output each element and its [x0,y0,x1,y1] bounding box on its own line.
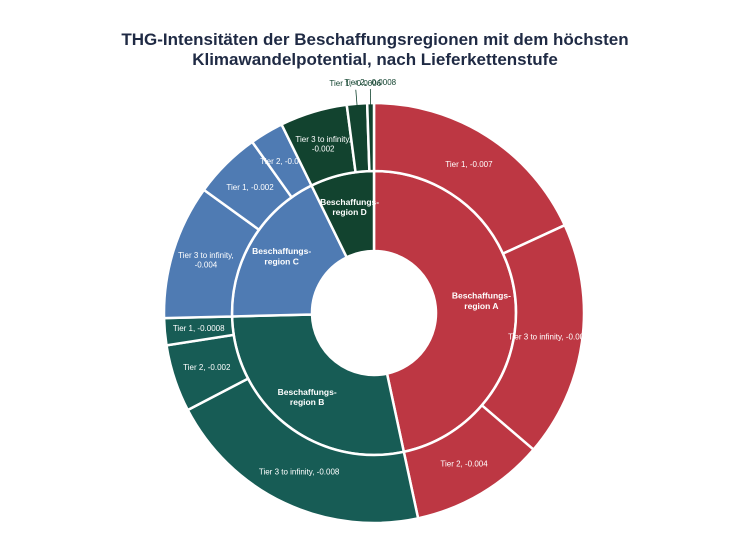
outer-label-region-d-tier-1-leader [355,89,358,108]
outer-label-region-b-tier-1: Tier 1, -0.0008 [173,324,225,333]
chart-title: THG-Intensitäten der Beschaffungsregione… [0,30,750,70]
chart-title-line-2: Klimawandelpotential, nach Lieferkettens… [192,50,558,69]
chart-title-line-1: THG-Intensitäten der Beschaffungsregione… [121,30,629,49]
outer-label-region-a-tier-1: Tier 1, -0.007 [445,160,493,169]
outer-label-region-d-tier-1: Tier 1, -0.0006 [329,79,381,88]
center-hole [313,252,435,374]
outer-label-region-d-tier-3-to-infinity: Tier 3 to infinity, -0.002 [295,135,351,154]
inner-label-region-a: Beschaffungs-region A [452,291,511,311]
outer-segment-region-d-tier-2[interactable] [365,101,376,173]
inner-label-region-b: Beschaffungs-region B [278,387,337,407]
outer-label-region-d-tier-2: Tier 2, -0.0008 [344,78,396,87]
outer-label-region-a-tier-2: Tier 2, -0.004 [440,459,488,468]
inner-label-region-d: Beschaffungs-region D [320,197,379,217]
outer-label-region-a-tier-3-to-infinity: Tier 3 to infinity, -0.007 [508,332,589,341]
inner-label-region-c: Beschaffungs-region C [252,246,311,266]
outer-label-region-b-tier-3-to-infinity: Tier 3 to infinity, -0.008 [259,467,340,476]
outer-label-region-b-tier-2: Tier 2, -0.002 [183,363,231,372]
outer-label-region-c-tier-3-to-infinity: Tier 3 to infinity, -0.004 [178,251,234,270]
outer-label-region-c-tier-1: Tier 1, -0.002 [226,183,274,192]
outer-label-region-c-tier-2: Tier 2, -0.001 [260,157,308,166]
